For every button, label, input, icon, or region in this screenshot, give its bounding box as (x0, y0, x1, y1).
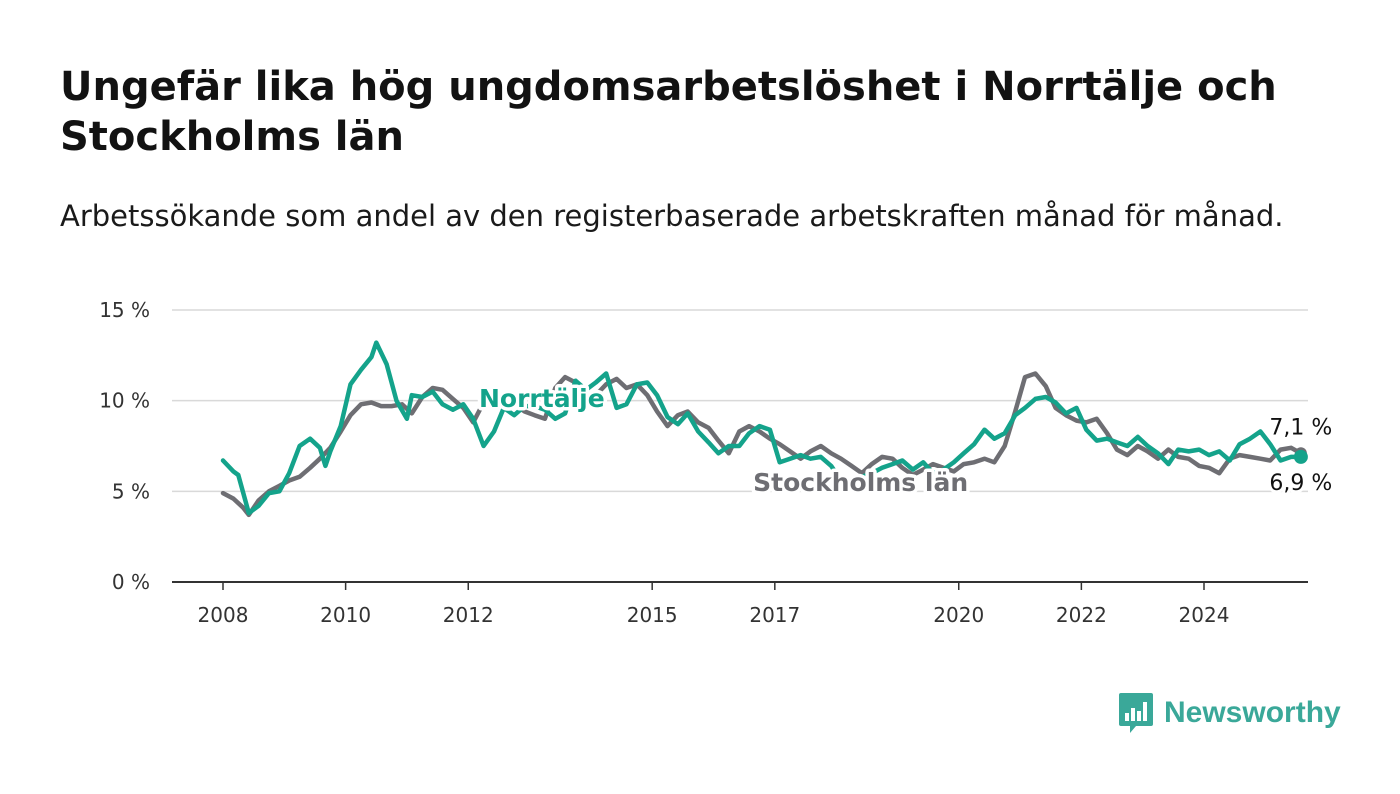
x-tick-label: 2022 (1056, 603, 1107, 627)
y-tick-label: 5 % (112, 479, 150, 503)
x-tick-label: 2010 (320, 603, 371, 627)
x-tick-label: 2012 (443, 603, 494, 627)
x-tick-label: 2008 (198, 603, 249, 627)
x-tick-label: 2024 (1179, 603, 1230, 627)
chart-title: Ungefär lika hög ungdomsarbetslöshet i N… (60, 64, 1277, 160)
end-value-label-stockholms-lan: 7,1 % (1269, 415, 1332, 440)
series-labels: Norrtälje Stockholms län 7,1 % 6,9 % (475, 381, 1335, 501)
brand-name: Newsworthy (1164, 696, 1341, 729)
y-tick-label: 0 % (112, 570, 150, 594)
y-tick-label: 10 % (99, 389, 150, 413)
newsworthy-chart-icon (1119, 693, 1153, 733)
grid (172, 309, 1308, 583)
series-label-norrtalje: Norrtälje (479, 384, 605, 413)
series-lines (220, 340, 1308, 518)
x-tick-label: 2017 (749, 603, 800, 627)
end-point-norrtalje (1293, 449, 1308, 464)
newsworthy-logo: Newsworthy (1118, 690, 1341, 736)
series-label-stockholms-lan: Stockholms län (753, 468, 968, 497)
chart-subtitle: Arbetssökande som andel av den registerb… (60, 199, 1284, 233)
y-axis: 0 % 5 % 10 % 15 % (99, 298, 150, 594)
x-tick-label: 2020 (933, 603, 984, 627)
x-tick-label: 2015 (627, 603, 678, 627)
y-tick-label: 15 % (99, 298, 150, 322)
x-axis: 2008 2010 2012 2015 2017 2020 2022 2024 (198, 582, 1230, 627)
end-value-label-norrtalje: 6,9 % (1269, 471, 1332, 496)
series-line-norrtalje (220, 340, 1304, 516)
